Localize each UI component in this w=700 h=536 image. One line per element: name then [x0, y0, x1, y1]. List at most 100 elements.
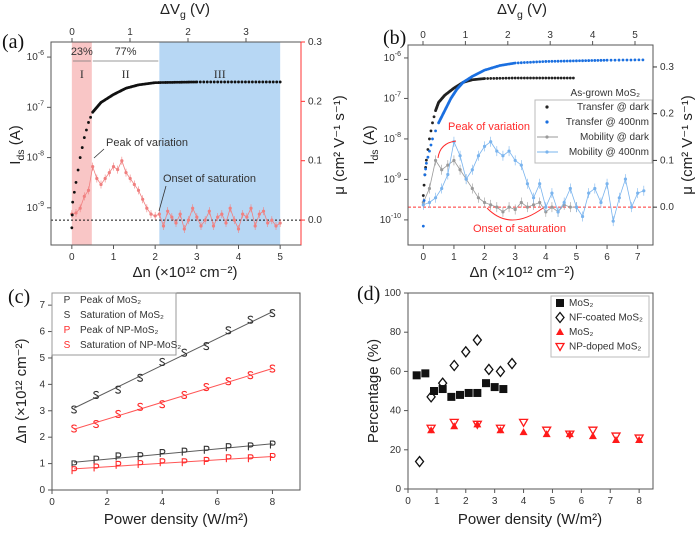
- tick-base: 10: [27, 203, 39, 214]
- b-transfer-point: [535, 76, 539, 80]
- b-transfer-point: [428, 149, 431, 153]
- d-data-marker: [519, 428, 528, 436]
- b-top-tick-label: 1: [463, 30, 469, 41]
- d-data-marker: [421, 369, 430, 378]
- tick-base: 10: [380, 215, 392, 226]
- c-data-marker-P: [71, 466, 78, 475]
- legend-marker: P: [64, 295, 71, 306]
- b-top-tick-label: 3: [547, 30, 553, 41]
- b-transfer-point: [581, 59, 584, 63]
- b-transfer-point: [522, 61, 526, 64]
- tick-base: 10: [27, 52, 39, 63]
- tick-exponent: -9: [38, 201, 44, 208]
- c-data-marker-S: [181, 348, 188, 357]
- b-transfer-point: [434, 129, 437, 133]
- legend-label: NF-coated MoS₂: [569, 313, 643, 324]
- b-top-tick-label: 0: [420, 30, 426, 41]
- b-xtick-label: 2: [482, 252, 488, 263]
- d-xtick-label: 7: [607, 496, 613, 507]
- a-y2tick-label: 0.1: [308, 156, 322, 167]
- b-transfer-point: [605, 58, 609, 62]
- b-transfer-point: [633, 58, 637, 62]
- b-ytick-label: 10-7: [384, 91, 401, 104]
- b-xtick-label: 1: [451, 252, 457, 263]
- b-transfer-point: [547, 76, 551, 80]
- d-data-marker: [460, 345, 471, 358]
- c-ytick-label: 1: [39, 459, 45, 470]
- d-data-marker: [414, 455, 425, 468]
- d-ytick-label: 60: [390, 366, 402, 377]
- annotation-onset: Onset of saturation: [473, 223, 566, 235]
- c-ytick-label: 7: [39, 300, 45, 311]
- legend-label: Mobility @ 400nm: [569, 147, 649, 158]
- a-transfer-point: [271, 80, 275, 84]
- legend-title: As-grown MoS₂: [571, 88, 641, 99]
- b-ylabel: Ids (A): [361, 125, 381, 164]
- tick-base: 10: [384, 53, 396, 64]
- c-xtick-label: 0: [49, 497, 55, 508]
- d-data-marker: [507, 357, 517, 370]
- c-data-marker-P: [93, 455, 100, 464]
- c-fit-line: [73, 443, 273, 463]
- d-data-marker: [472, 420, 483, 430]
- b-transfer-point: [486, 77, 490, 80]
- b-transfer-point: [421, 224, 425, 228]
- legend-marker: S: [64, 310, 71, 321]
- annotation-peak-arrow: [437, 140, 457, 159]
- b-transfer-point: [541, 60, 545, 64]
- a-xlabel: Δn (×10¹² cm⁻²): [132, 264, 237, 281]
- b-transfer-point: [422, 183, 426, 187]
- b-transfer-point: [516, 61, 520, 65]
- a-transfer-point: [230, 80, 233, 84]
- a-transfer-point: [70, 226, 74, 230]
- a-ylabel: Ids (A): [7, 125, 27, 164]
- d-ylabel: Percentage (%): [365, 339, 382, 443]
- a-ytick-label: 10-6: [27, 50, 44, 63]
- d-data-marker: [456, 390, 465, 399]
- a-xtick-label: 5: [277, 252, 283, 263]
- b-ylabel-rest: (A): [361, 125, 378, 149]
- legend-label: NP-doped MoS₂: [569, 342, 641, 353]
- c-ytick-label: 4: [39, 379, 45, 390]
- region-label: I: [80, 67, 84, 81]
- b-transfer-point: [541, 76, 545, 80]
- c-data-marker-S: [225, 326, 232, 335]
- b-y2tick-label: 0.3: [660, 62, 674, 73]
- legend-marker: S: [64, 340, 71, 351]
- b-transfer-point: [432, 115, 436, 119]
- d-xtick-label: 6: [579, 496, 585, 507]
- a-transfer-point: [82, 136, 86, 139]
- legend-box: [51, 292, 177, 356]
- c-data-marker-P: [181, 458, 188, 467]
- tick-base: 10: [384, 174, 396, 185]
- c-data-marker-S: [203, 342, 210, 351]
- a-transfer-point: [257, 80, 261, 84]
- b-transfer-point: [550, 59, 554, 63]
- a-transfer-point: [78, 156, 82, 159]
- b-top-xlabel-rest: (V): [523, 1, 547, 18]
- c-data-marker-P: [93, 463, 100, 472]
- legend-marker: P: [64, 325, 71, 336]
- tick-exponent: -8: [38, 151, 44, 158]
- d-data-marker: [495, 365, 506, 378]
- d-data-marker: [635, 436, 644, 443]
- b-transfer-point: [504, 76, 508, 80]
- a-transfer-point: [244, 80, 247, 84]
- tick-exponent: -6: [38, 50, 44, 57]
- a-transfer-point: [223, 80, 227, 84]
- b-ytick-label: 10-10: [380, 213, 401, 226]
- b-transfer-point: [590, 59, 594, 62]
- c-data-marker-P: [247, 442, 254, 451]
- c-data-marker-P: [137, 452, 144, 461]
- a-transfer-point: [89, 115, 92, 119]
- b-transfer-point: [428, 137, 431, 141]
- d-data-marker: [634, 434, 645, 444]
- legend-marker: [545, 150, 549, 154]
- c-data-marker-P: [115, 452, 122, 461]
- b-transfer-point: [641, 58, 645, 62]
- c-data-marker-S: [181, 390, 188, 400]
- legend-label: Peak of NP-MoS₂: [80, 325, 158, 336]
- b-transfer-point: [544, 76, 548, 80]
- a-transfer-point: [212, 80, 216, 84]
